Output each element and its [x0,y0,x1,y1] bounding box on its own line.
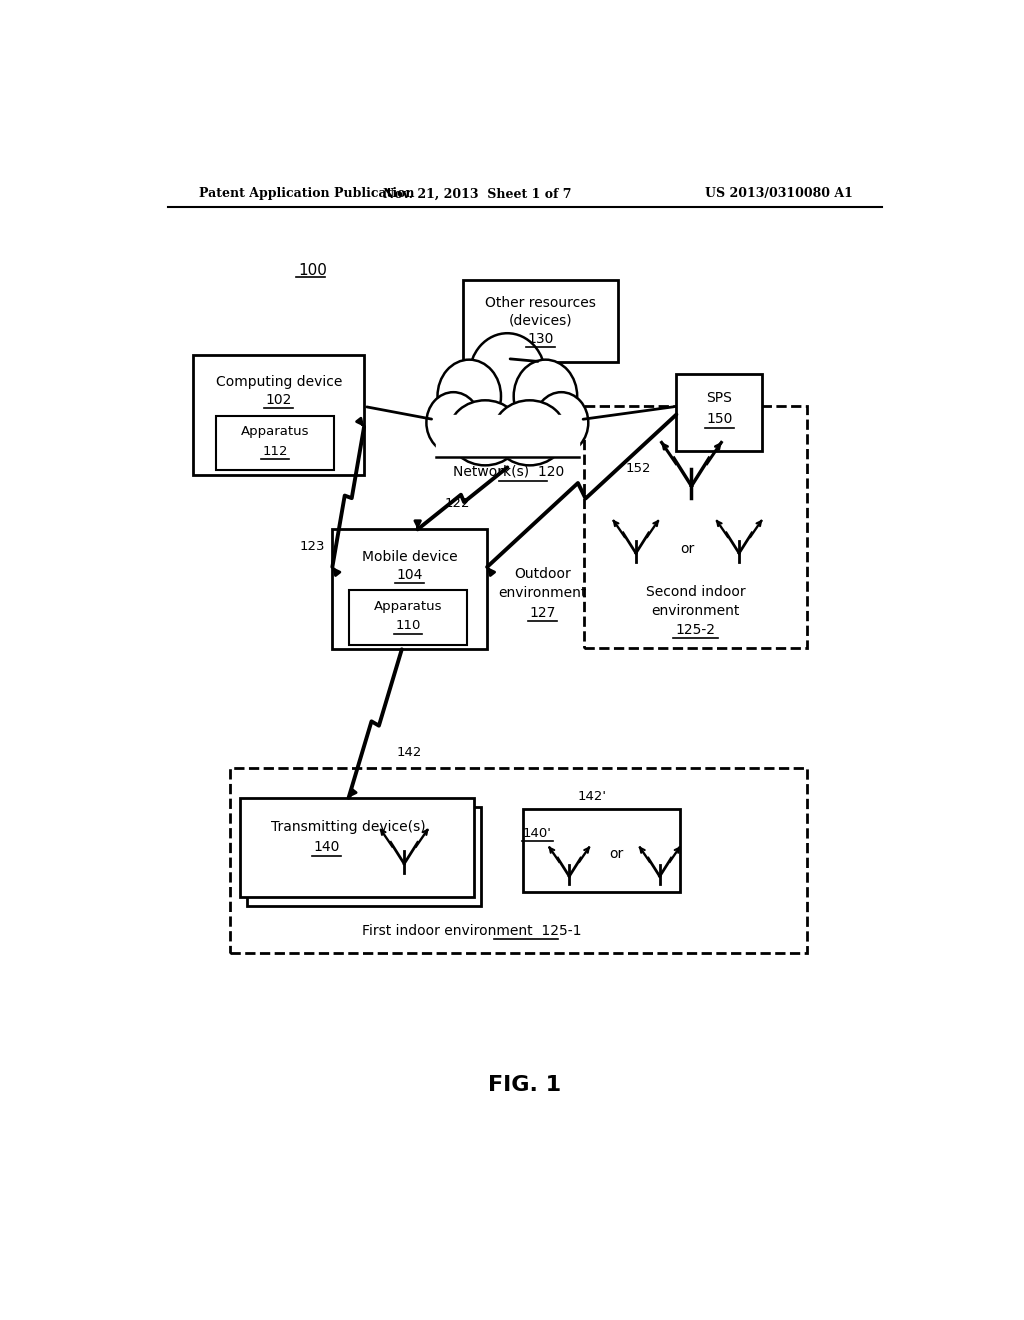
Text: 110: 110 [395,619,421,632]
Ellipse shape [494,400,566,466]
Text: 100: 100 [299,263,328,277]
Text: 142: 142 [396,747,422,759]
Text: First indoor environment  125-1: First indoor environment 125-1 [362,924,582,939]
Text: 152: 152 [626,462,651,475]
Text: Mobile device: Mobile device [361,550,458,564]
Text: environment: environment [651,603,739,618]
Bar [216,416,334,470]
Text: SPS: SPS [707,391,732,405]
Bar [247,807,480,907]
Bar [436,414,579,457]
Bar [229,768,807,953]
Text: Other resources: Other resources [485,296,596,310]
Bar [677,375,762,450]
Bar [240,797,474,898]
Text: 125-2: 125-2 [676,623,716,638]
Text: FIG. 1: FIG. 1 [488,1076,561,1096]
Ellipse shape [535,392,588,453]
Ellipse shape [426,392,480,453]
Text: Outdoor
environment: Outdoor environment [498,566,587,601]
Text: 112: 112 [262,445,288,458]
Text: Computing device: Computing device [216,375,342,389]
Bar [194,355,365,474]
Text: 140': 140' [523,826,552,840]
Text: or: or [609,846,624,861]
Text: Second indoor: Second indoor [645,585,745,599]
Text: 127: 127 [529,606,555,619]
Text: 140: 140 [313,840,340,854]
Text: 104: 104 [396,568,423,582]
Bar [523,809,680,892]
Text: US 2013/0310080 A1: US 2013/0310080 A1 [705,187,853,201]
Text: 123: 123 [299,540,325,553]
Text: 130: 130 [527,333,554,346]
Text: Apparatus: Apparatus [241,425,309,438]
Ellipse shape [449,400,521,466]
Bar [349,590,467,645]
Ellipse shape [514,359,578,433]
Bar [333,529,487,649]
Bar [463,280,618,362]
Text: (devices): (devices) [509,313,572,327]
Text: 122: 122 [444,498,470,511]
Text: Apparatus: Apparatus [374,601,442,612]
Text: 150: 150 [706,412,732,425]
Bar [585,407,807,648]
Ellipse shape [469,333,546,418]
Text: Network(s)  120: Network(s) 120 [454,465,564,478]
Text: 142': 142' [578,791,606,803]
Text: Transmitting device(s): Transmitting device(s) [271,820,426,834]
Text: or: or [680,541,694,556]
Text: Patent Application Publication: Patent Application Publication [200,187,415,201]
Text: 102: 102 [265,393,292,408]
Text: Nov. 21, 2013  Sheet 1 of 7: Nov. 21, 2013 Sheet 1 of 7 [383,187,571,201]
Ellipse shape [437,359,501,433]
